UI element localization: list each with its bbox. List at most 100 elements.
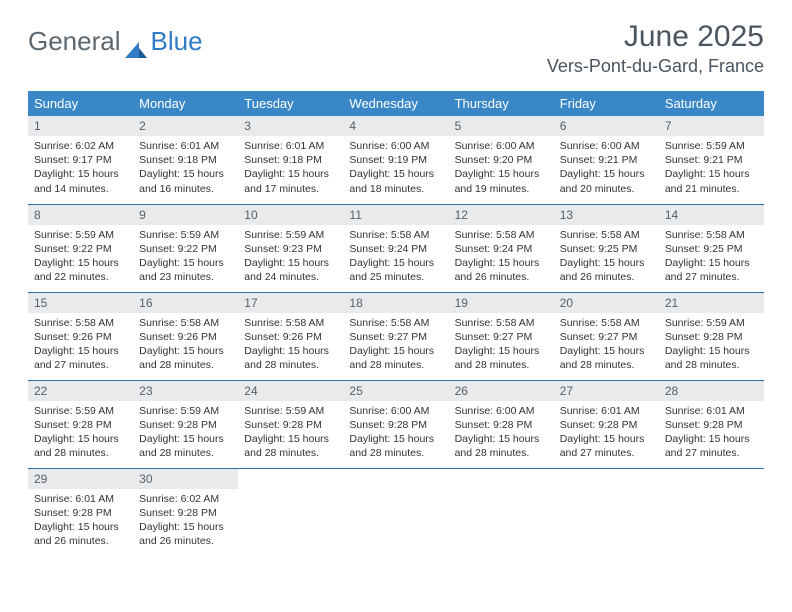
brand-part1: General	[28, 26, 121, 57]
day-details: Sunrise: 5:59 AMSunset: 9:21 PMDaylight:…	[659, 136, 764, 202]
day-details: Sunrise: 6:02 AMSunset: 9:17 PMDaylight:…	[28, 136, 133, 202]
calendar-day-cell: 27Sunrise: 6:01 AMSunset: 9:28 PMDayligh…	[554, 380, 659, 468]
day-number: 26	[449, 381, 554, 401]
calendar-day-cell	[343, 468, 448, 556]
day-number: 22	[28, 381, 133, 401]
location: Vers-Pont-du-Gard, France	[547, 56, 764, 77]
day-number: 23	[133, 381, 238, 401]
day-details: Sunrise: 5:58 AMSunset: 9:24 PMDaylight:…	[343, 225, 448, 291]
calendar-day-cell: 12Sunrise: 5:58 AMSunset: 9:24 PMDayligh…	[449, 204, 554, 292]
day-number: 20	[554, 293, 659, 313]
weekday-header: Tuesday	[238, 91, 343, 116]
calendar-week-row: 8Sunrise: 5:59 AMSunset: 9:22 PMDaylight…	[28, 204, 764, 292]
calendar-day-cell: 28Sunrise: 6:01 AMSunset: 9:28 PMDayligh…	[659, 380, 764, 468]
calendar-day-cell	[449, 468, 554, 556]
day-details: Sunrise: 5:58 AMSunset: 9:25 PMDaylight:…	[659, 225, 764, 291]
day-details: Sunrise: 6:00 AMSunset: 9:28 PMDaylight:…	[343, 401, 448, 467]
header: General Blue June 2025 Vers-Pont-du-Gard…	[28, 20, 764, 77]
day-details: Sunrise: 6:00 AMSunset: 9:28 PMDaylight:…	[449, 401, 554, 467]
day-number: 29	[28, 469, 133, 489]
calendar-day-cell: 26Sunrise: 6:00 AMSunset: 9:28 PMDayligh…	[449, 380, 554, 468]
calendar-day-cell: 5Sunrise: 6:00 AMSunset: 9:20 PMDaylight…	[449, 116, 554, 204]
calendar-day-cell: 24Sunrise: 5:59 AMSunset: 9:28 PMDayligh…	[238, 380, 343, 468]
calendar-day-cell: 17Sunrise: 5:58 AMSunset: 9:26 PMDayligh…	[238, 292, 343, 380]
calendar-week-row: 1Sunrise: 6:02 AMSunset: 9:17 PMDaylight…	[28, 116, 764, 204]
brand-logo: General Blue	[28, 20, 203, 57]
weekday-header: Wednesday	[343, 91, 448, 116]
weekday-header: Monday	[133, 91, 238, 116]
day-details: Sunrise: 5:58 AMSunset: 9:27 PMDaylight:…	[343, 313, 448, 379]
calendar-day-cell: 18Sunrise: 5:58 AMSunset: 9:27 PMDayligh…	[343, 292, 448, 380]
day-number: 27	[554, 381, 659, 401]
calendar-day-cell: 1Sunrise: 6:02 AMSunset: 9:17 PMDaylight…	[28, 116, 133, 204]
day-number: 28	[659, 381, 764, 401]
day-number: 7	[659, 116, 764, 136]
calendar-day-cell: 19Sunrise: 5:58 AMSunset: 9:27 PMDayligh…	[449, 292, 554, 380]
calendar-week-row: 29Sunrise: 6:01 AMSunset: 9:28 PMDayligh…	[28, 468, 764, 556]
day-number: 11	[343, 205, 448, 225]
day-details: Sunrise: 6:01 AMSunset: 9:18 PMDaylight:…	[238, 136, 343, 202]
calendar-day-cell: 9Sunrise: 5:59 AMSunset: 9:22 PMDaylight…	[133, 204, 238, 292]
day-number: 30	[133, 469, 238, 489]
day-number: 24	[238, 381, 343, 401]
day-number: 3	[238, 116, 343, 136]
day-number: 16	[133, 293, 238, 313]
calendar-day-cell	[554, 468, 659, 556]
day-number: 19	[449, 293, 554, 313]
calendar-day-cell: 20Sunrise: 5:58 AMSunset: 9:27 PMDayligh…	[554, 292, 659, 380]
calendar-day-cell: 8Sunrise: 5:59 AMSunset: 9:22 PMDaylight…	[28, 204, 133, 292]
day-details: Sunrise: 6:00 AMSunset: 9:20 PMDaylight:…	[449, 136, 554, 202]
day-details: Sunrise: 5:59 AMSunset: 9:28 PMDaylight:…	[659, 313, 764, 379]
day-number: 4	[343, 116, 448, 136]
weekday-header-row: Sunday Monday Tuesday Wednesday Thursday…	[28, 91, 764, 116]
calendar-day-cell: 22Sunrise: 5:59 AMSunset: 9:28 PMDayligh…	[28, 380, 133, 468]
day-number: 10	[238, 205, 343, 225]
day-number: 8	[28, 205, 133, 225]
calendar-day-cell: 7Sunrise: 5:59 AMSunset: 9:21 PMDaylight…	[659, 116, 764, 204]
calendar-day-cell: 23Sunrise: 5:59 AMSunset: 9:28 PMDayligh…	[133, 380, 238, 468]
day-details: Sunrise: 6:01 AMSunset: 9:28 PMDaylight:…	[554, 401, 659, 467]
day-number: 12	[449, 205, 554, 225]
day-number: 5	[449, 116, 554, 136]
day-details: Sunrise: 6:00 AMSunset: 9:19 PMDaylight:…	[343, 136, 448, 202]
calendar-day-cell: 3Sunrise: 6:01 AMSunset: 9:18 PMDaylight…	[238, 116, 343, 204]
day-details: Sunrise: 5:58 AMSunset: 9:24 PMDaylight:…	[449, 225, 554, 291]
calendar-day-cell: 30Sunrise: 6:02 AMSunset: 9:28 PMDayligh…	[133, 468, 238, 556]
day-details: Sunrise: 5:58 AMSunset: 9:26 PMDaylight:…	[238, 313, 343, 379]
month-title: June 2025	[547, 20, 764, 54]
calendar-day-cell: 14Sunrise: 5:58 AMSunset: 9:25 PMDayligh…	[659, 204, 764, 292]
day-details: Sunrise: 5:59 AMSunset: 9:22 PMDaylight:…	[133, 225, 238, 291]
calendar-day-cell: 25Sunrise: 6:00 AMSunset: 9:28 PMDayligh…	[343, 380, 448, 468]
day-details: Sunrise: 5:58 AMSunset: 9:25 PMDaylight:…	[554, 225, 659, 291]
day-details: Sunrise: 6:01 AMSunset: 9:18 PMDaylight:…	[133, 136, 238, 202]
day-details: Sunrise: 5:59 AMSunset: 9:23 PMDaylight:…	[238, 225, 343, 291]
calendar-day-cell: 4Sunrise: 6:00 AMSunset: 9:19 PMDaylight…	[343, 116, 448, 204]
day-number: 14	[659, 205, 764, 225]
calendar-day-cell: 16Sunrise: 5:58 AMSunset: 9:26 PMDayligh…	[133, 292, 238, 380]
weekday-header: Friday	[554, 91, 659, 116]
calendar-day-cell: 6Sunrise: 6:00 AMSunset: 9:21 PMDaylight…	[554, 116, 659, 204]
weekday-header: Sunday	[28, 91, 133, 116]
day-details: Sunrise: 5:59 AMSunset: 9:28 PMDaylight:…	[238, 401, 343, 467]
calendar-day-cell: 11Sunrise: 5:58 AMSunset: 9:24 PMDayligh…	[343, 204, 448, 292]
day-number: 2	[133, 116, 238, 136]
calendar-day-cell: 10Sunrise: 5:59 AMSunset: 9:23 PMDayligh…	[238, 204, 343, 292]
calendar-day-cell	[238, 468, 343, 556]
day-details: Sunrise: 6:01 AMSunset: 9:28 PMDaylight:…	[659, 401, 764, 467]
day-number: 1	[28, 116, 133, 136]
day-details: Sunrise: 5:58 AMSunset: 9:27 PMDaylight:…	[449, 313, 554, 379]
day-number: 25	[343, 381, 448, 401]
day-details: Sunrise: 5:59 AMSunset: 9:22 PMDaylight:…	[28, 225, 133, 291]
day-details: Sunrise: 5:59 AMSunset: 9:28 PMDaylight:…	[133, 401, 238, 467]
calendar-day-cell: 13Sunrise: 5:58 AMSunset: 9:25 PMDayligh…	[554, 204, 659, 292]
calendar-week-row: 22Sunrise: 5:59 AMSunset: 9:28 PMDayligh…	[28, 380, 764, 468]
title-block: June 2025 Vers-Pont-du-Gard, France	[547, 20, 764, 77]
day-details: Sunrise: 6:01 AMSunset: 9:28 PMDaylight:…	[28, 489, 133, 555]
calendar-day-cell: 21Sunrise: 5:59 AMSunset: 9:28 PMDayligh…	[659, 292, 764, 380]
day-details: Sunrise: 5:58 AMSunset: 9:27 PMDaylight:…	[554, 313, 659, 379]
day-number: 15	[28, 293, 133, 313]
day-details: Sunrise: 5:59 AMSunset: 9:28 PMDaylight:…	[28, 401, 133, 467]
day-number: 21	[659, 293, 764, 313]
day-details: Sunrise: 6:00 AMSunset: 9:21 PMDaylight:…	[554, 136, 659, 202]
day-number: 18	[343, 293, 448, 313]
